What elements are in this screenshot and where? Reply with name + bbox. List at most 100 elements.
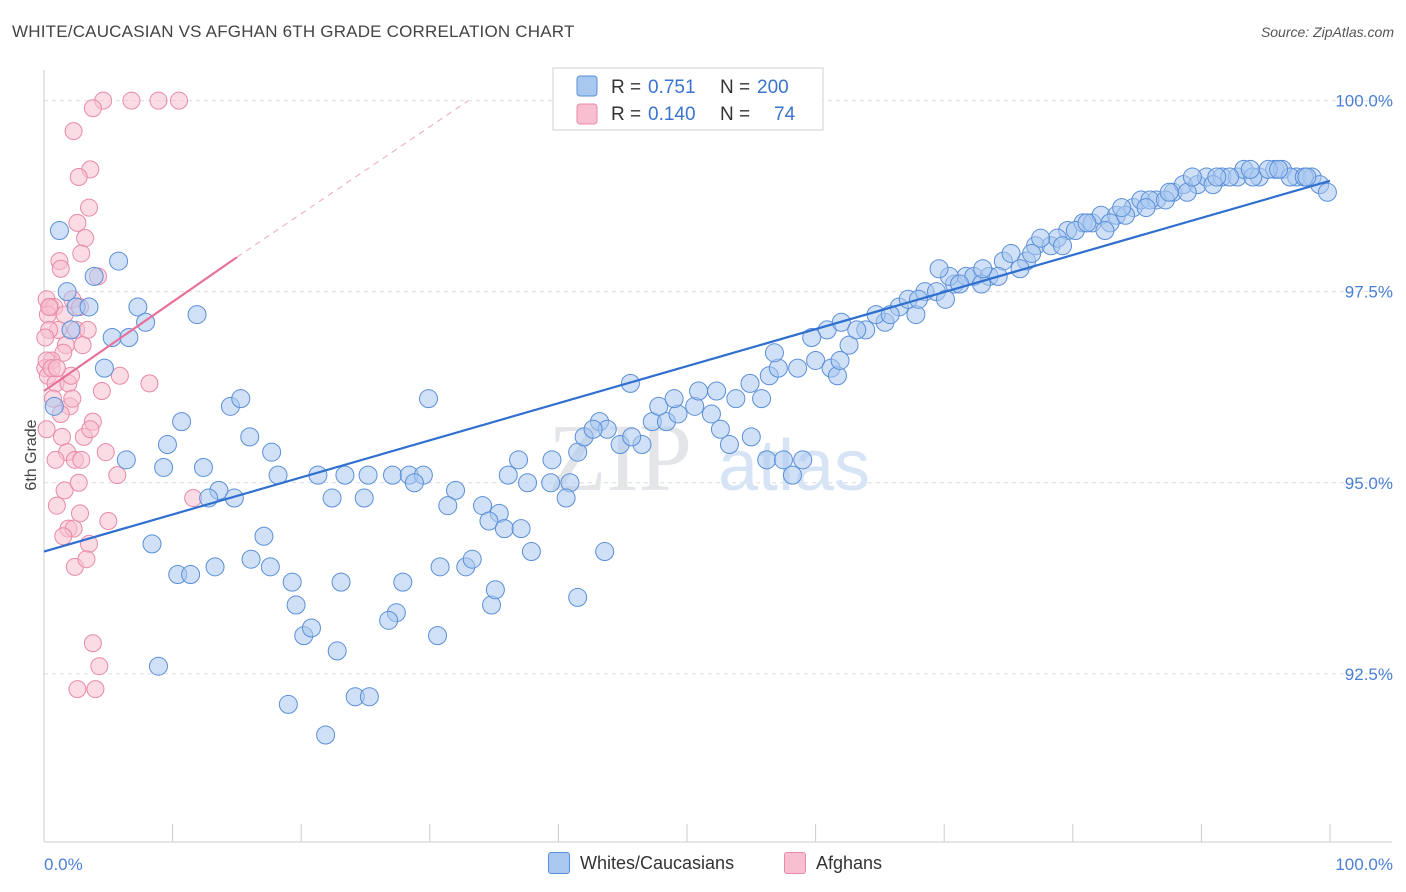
whites-point	[57, 282, 77, 302]
whites-point	[498, 465, 518, 485]
afghans-point	[80, 198, 99, 217]
y-axis-label: 6th Grade	[23, 419, 40, 490]
bottom-legend: Whites/Caucasians Afghans	[0, 852, 1406, 878]
whites-point	[286, 595, 306, 615]
whites-point	[79, 297, 99, 317]
whites-point	[740, 373, 760, 393]
y-tick-label: 100.0%	[1335, 92, 1393, 111]
whites-point	[542, 450, 562, 470]
whites-point	[181, 564, 201, 584]
legend-r-value: 0.751	[648, 77, 696, 98]
whites-point	[1182, 167, 1202, 187]
legend-label-whites: Whites/Caucasians	[580, 852, 735, 873]
legend-item-afghans: Afghans	[784, 852, 882, 874]
whites-point	[148, 656, 168, 676]
whites-point	[358, 465, 378, 485]
whites-point	[741, 427, 761, 447]
whites-point	[154, 457, 174, 477]
afghans-point	[63, 389, 82, 408]
afghans-point	[47, 359, 66, 378]
afghans-point	[77, 550, 96, 569]
whites-point	[752, 389, 772, 409]
whites-point	[157, 435, 177, 455]
axes	[43, 70, 1392, 843]
whites-point	[193, 457, 213, 477]
whites-point	[327, 641, 347, 661]
whites-point	[689, 381, 709, 401]
whites-point	[383, 465, 403, 485]
whites-point	[1240, 159, 1260, 179]
legend-n-value: 74	[774, 104, 796, 125]
whites-point	[187, 305, 207, 325]
whites-point	[231, 389, 251, 409]
trend-lines	[43, 100, 1331, 553]
whites-point	[719, 435, 739, 455]
afghans-point	[54, 527, 73, 546]
whites-point	[1317, 182, 1337, 202]
whites-point	[49, 221, 69, 241]
afghans-point	[68, 213, 87, 232]
whites-point	[335, 465, 355, 485]
afghans-point	[122, 91, 141, 110]
whites-point	[404, 473, 424, 493]
whites-point	[880, 305, 900, 325]
afghans-point	[140, 374, 159, 393]
afghans-point	[81, 420, 100, 439]
whites-point	[1136, 198, 1156, 218]
whites-points	[44, 159, 1337, 745]
whites-point	[379, 610, 399, 630]
whites-point	[509, 450, 529, 470]
whites-point	[61, 320, 81, 340]
whites-point	[1077, 213, 1097, 233]
afghans-point	[83, 99, 102, 118]
whites-point	[1010, 259, 1030, 279]
whites-point	[116, 450, 136, 470]
afghans-point	[37, 420, 56, 439]
whites-point	[1031, 228, 1051, 248]
afghans-point	[64, 122, 83, 141]
whites-point	[757, 450, 777, 470]
afghans-point	[40, 297, 59, 316]
legend-box: R = 0.751 N = 200 R = 0.140 N = 74	[552, 67, 824, 131]
whites-point	[494, 519, 514, 539]
afghans-point	[76, 229, 95, 248]
afghans-point	[72, 450, 91, 469]
grid-lines	[44, 100, 1392, 675]
whites-point	[109, 251, 129, 271]
whites-point	[929, 259, 949, 279]
whites-point	[521, 542, 541, 562]
y-tick-label: 92.5%	[1345, 665, 1393, 684]
chart-title: WHITE/CAUCASIAN VS AFGHAN 6TH GRADE CORR…	[12, 22, 575, 41]
afghans-point	[53, 427, 72, 446]
whites-point	[1269, 159, 1289, 179]
legend-n-label: N =	[720, 77, 750, 98]
whites-point	[830, 350, 850, 370]
whites-point	[241, 549, 261, 569]
afghans-trend-line	[43, 256, 238, 392]
whites-point	[568, 587, 588, 607]
whites-point	[485, 580, 505, 600]
afghans-point	[78, 320, 97, 339]
x-tick-labels: 0.0% 100.0%	[44, 855, 1393, 874]
whites-point	[847, 320, 867, 340]
afghans-point	[170, 91, 189, 110]
whites-point	[1053, 236, 1073, 256]
afghans-point	[92, 382, 111, 401]
whites-point	[664, 389, 684, 409]
legend-n-value: 200	[757, 77, 789, 98]
whites-point	[84, 266, 104, 286]
whites-point	[1022, 243, 1042, 263]
afghans-trend-extension	[236, 100, 469, 258]
afghans-point	[62, 366, 81, 385]
whites-point	[438, 496, 458, 516]
afghans-point	[69, 473, 88, 492]
whites-point	[44, 396, 64, 416]
whites-point	[1001, 243, 1021, 263]
y-tick-label: 97.5%	[1345, 283, 1393, 302]
afghans-point	[72, 244, 91, 263]
whites-point	[260, 557, 280, 577]
whites-point	[94, 358, 114, 378]
whites-point	[301, 618, 321, 638]
afghans-point	[36, 328, 55, 347]
